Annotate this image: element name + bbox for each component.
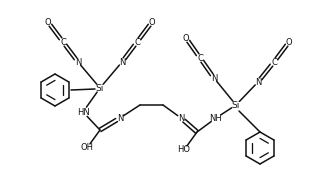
Text: N: N [255, 78, 261, 87]
Text: C: C [60, 37, 66, 46]
Text: HN: HN [77, 107, 89, 116]
Text: C: C [134, 37, 140, 46]
Text: C: C [271, 57, 277, 66]
Text: HO: HO [178, 145, 191, 154]
Text: O: O [149, 17, 155, 26]
Text: N: N [119, 57, 125, 66]
Text: NH: NH [210, 114, 222, 123]
Text: OH: OH [80, 143, 93, 152]
Text: N: N [211, 73, 217, 82]
Text: O: O [183, 33, 189, 42]
Text: O: O [286, 37, 292, 46]
Text: O: O [45, 17, 51, 26]
Text: N: N [178, 114, 184, 123]
Text: C: C [197, 53, 203, 62]
Text: Si: Si [96, 84, 104, 93]
Text: Si: Si [232, 100, 240, 109]
Text: N: N [117, 114, 123, 123]
Text: N: N [75, 57, 81, 66]
